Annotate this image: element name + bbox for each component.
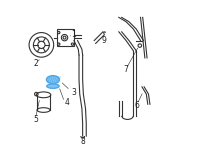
Text: 3: 3 <box>72 88 76 97</box>
Text: 7: 7 <box>124 65 128 74</box>
Text: 9: 9 <box>101 36 106 45</box>
Ellipse shape <box>47 84 59 88</box>
Text: 4: 4 <box>64 98 69 107</box>
Ellipse shape <box>46 76 59 84</box>
Text: 8: 8 <box>80 137 85 146</box>
Text: 2: 2 <box>33 59 38 68</box>
Text: 1: 1 <box>71 30 76 39</box>
Text: 6: 6 <box>134 101 139 110</box>
Text: 5: 5 <box>33 115 38 124</box>
